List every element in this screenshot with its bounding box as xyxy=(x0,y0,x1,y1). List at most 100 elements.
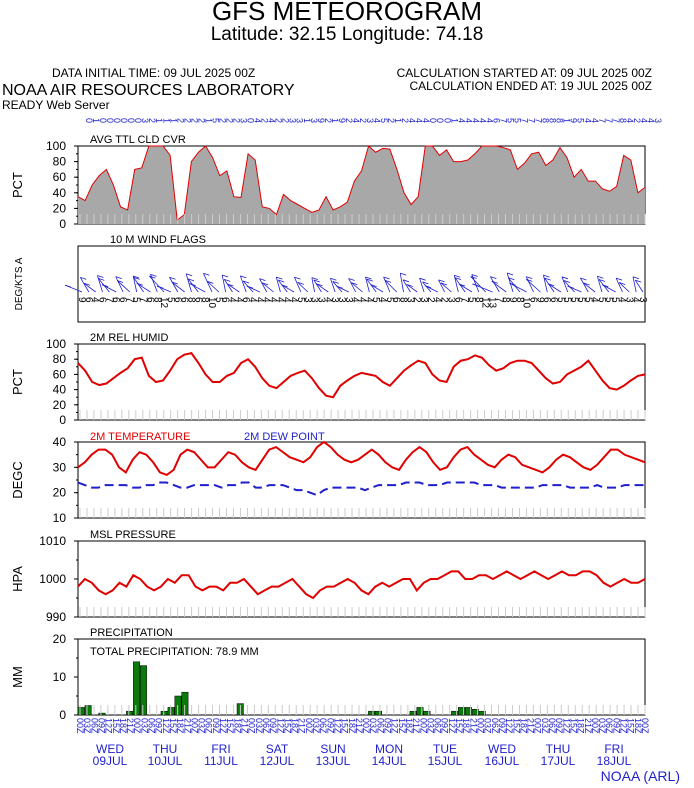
hour-tick-label: 00Z xyxy=(75,718,85,734)
cloud-top-label: 2 xyxy=(400,118,410,123)
wind-speed-label: 6 xyxy=(179,297,190,303)
wind-barb xyxy=(246,285,253,289)
wind-speed-label: 5 xyxy=(370,297,381,303)
wind-staff xyxy=(261,282,274,293)
footer-credit: NOAA (ARL) xyxy=(600,768,680,784)
wind-staff xyxy=(83,282,96,293)
cloud-top-label: 2 xyxy=(224,118,234,123)
wind-barb xyxy=(278,279,285,283)
hour-tick-label: 15Z xyxy=(626,718,636,734)
y-tick-label: 40 xyxy=(53,435,67,449)
wind-speed-label: 6 xyxy=(391,297,402,303)
wind-staff xyxy=(618,282,630,293)
precip-bar xyxy=(478,710,486,716)
panel-5: MM 0 10 20 PRECIPITATION xyxy=(10,627,646,722)
wind-staff xyxy=(370,284,384,293)
cloud-top-label: 4 xyxy=(351,118,361,123)
wind-barb xyxy=(422,281,429,285)
wind-speed-label: 5 xyxy=(610,297,621,303)
cloud-top-label: 3 xyxy=(140,118,150,123)
wind-speed-label: 6 xyxy=(528,297,539,303)
hour-tick-label: 06Z xyxy=(547,718,557,734)
date-label: 15JUL xyxy=(428,754,463,768)
temperature-group: 2M TEMPERATURE 2M DEW POINT xyxy=(77,431,646,497)
hour-tick-label: 09Z xyxy=(383,718,393,734)
y-tick-label: 100 xyxy=(46,337,66,351)
wind-speed-label: 3 xyxy=(315,297,326,303)
wind-barb xyxy=(383,276,390,280)
wind-barb xyxy=(526,276,533,280)
wind-speed-label: 6 xyxy=(83,297,94,303)
panel-title: 2M REL HUMID xyxy=(90,332,168,344)
y-tick-label: 80 xyxy=(53,155,67,169)
hour-tick-label: 00Z xyxy=(533,718,543,734)
y-tick-label: 60 xyxy=(53,367,67,381)
cloud-top-label: 4 xyxy=(470,118,480,123)
wind-staff xyxy=(115,276,124,293)
panel-frame xyxy=(77,441,646,519)
day-of-week-label: THU xyxy=(546,742,571,756)
wind-barb xyxy=(259,278,266,282)
wind-staff xyxy=(561,276,569,293)
hour-tick-label: 21Z xyxy=(411,718,421,734)
hour-tick-label: 12Z xyxy=(218,718,228,734)
wind-speed-label: 9 xyxy=(507,297,518,303)
y-axis-label: PCT xyxy=(10,369,25,395)
hour-tick-label: 15Z xyxy=(397,718,407,734)
wind-barb xyxy=(561,276,569,280)
cloud-top-label: 5 xyxy=(379,118,389,123)
precip-bar xyxy=(139,665,147,716)
wind-barb xyxy=(419,277,426,281)
hour-tick-label: 03Z xyxy=(254,718,264,734)
pressure-line xyxy=(77,570,646,600)
wind-barb xyxy=(351,282,358,285)
cloud-top-label: 7 xyxy=(597,118,607,123)
wind-staff xyxy=(221,274,227,293)
cloud-top-label: 2 xyxy=(196,118,206,123)
wind-staff xyxy=(297,282,309,293)
y-tick-label: 0 xyxy=(59,708,66,722)
hour-tick-label: 00Z xyxy=(476,718,486,734)
wind-speed-label: 5 xyxy=(582,297,593,303)
wind-speed-label: 2 xyxy=(411,297,422,303)
temperature-line xyxy=(77,440,646,477)
wind-staff xyxy=(580,277,589,293)
wind-flags-group: 9646766757681256686810564464444444533343… xyxy=(64,272,648,309)
panel-3: DEGC 10 20 30 40 xyxy=(10,435,646,525)
hour-tick-label: 18Z xyxy=(576,718,586,734)
wind-speed-label: 6 xyxy=(452,297,463,303)
cloud-cover-area xyxy=(78,146,645,224)
hour-tick-label: 06Z xyxy=(204,718,214,734)
wind-staff xyxy=(506,272,514,293)
cloud-top-label: 5 xyxy=(513,118,523,123)
panel-title: PRECIPITATION xyxy=(90,627,173,639)
hour-tick-label: 09Z xyxy=(268,718,278,734)
hour-tick-label: 18Z xyxy=(404,718,414,734)
wind-barb xyxy=(171,281,178,285)
hour-tick-label: 00Z xyxy=(418,718,428,734)
wind-staff xyxy=(490,276,500,293)
wind-speed-label: 7 xyxy=(493,297,504,303)
wind-staff xyxy=(316,283,329,293)
legend-dew-point: 2M DEW POINT xyxy=(244,431,325,443)
wind-speed-label: 4 xyxy=(268,297,279,303)
wind-speed-label: 4 xyxy=(350,297,361,303)
wind-speed-label: 4 xyxy=(357,297,368,303)
precip-bar xyxy=(77,707,85,716)
cloud-top-label: 6 xyxy=(491,118,501,123)
hour-tick-label: 21Z xyxy=(354,718,364,734)
hour-tick-label: 00Z xyxy=(189,718,199,734)
wind-speed-label: 6 xyxy=(192,297,203,303)
precip-bar xyxy=(368,710,376,716)
wind-barb xyxy=(402,279,410,283)
day-of-week-label: SUN xyxy=(320,742,345,756)
wind-staff xyxy=(509,282,527,293)
cloud-top-label: 4 xyxy=(484,118,494,123)
hour-tick-label: 09Z xyxy=(154,718,164,734)
wind-barb xyxy=(187,278,195,282)
hour-tick-label: 03Z xyxy=(139,718,149,734)
wind-staff xyxy=(583,282,596,293)
wind-staff xyxy=(239,275,247,293)
date-label: 13JUL xyxy=(316,754,351,768)
